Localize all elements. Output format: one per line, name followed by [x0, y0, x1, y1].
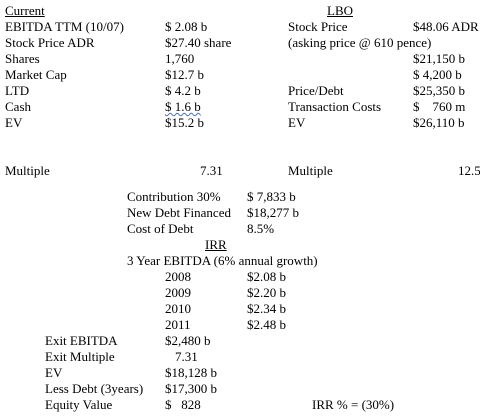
row-value: $26,110 b: [413, 115, 465, 130]
row-value: $48.06 ADR: [413, 19, 479, 34]
row-label: Cost of Debt: [127, 221, 194, 236]
row-value: $15.2 b: [165, 115, 204, 130]
row-value: $2.48 b: [247, 317, 286, 332]
row-label: Multiple: [288, 163, 333, 178]
section-heading: LBO: [327, 3, 353, 18]
row-label: Market Cap: [5, 67, 67, 82]
row-label: Cash: [5, 99, 31, 114]
row-label: EBITDA TTM (10/07): [5, 19, 124, 34]
row-value: $ 4,200 b: [413, 67, 462, 82]
year-label: 2011: [165, 317, 191, 332]
row-label: New Debt Financed: [127, 205, 231, 220]
row-label: EV: [288, 115, 306, 130]
row-value: $ 4.2 b: [165, 83, 201, 98]
irr-result: IRR % = (30%): [312, 397, 395, 412]
row-label: Multiple: [5, 163, 50, 178]
row-value: 12.5: [458, 163, 480, 178]
section-subheading: 3 Year EBITDA (6% annual growth): [127, 253, 318, 268]
row-value: $25,350 b: [413, 83, 465, 98]
year-label: 2009: [165, 285, 191, 300]
row-label: Equity Value: [45, 397, 113, 412]
row-label: LTD: [5, 83, 30, 98]
row-value: $ 760 m: [413, 99, 466, 114]
row-label: EV: [5, 115, 23, 130]
row-label: Price/Debt: [288, 83, 344, 98]
year-label: 2008: [165, 269, 191, 284]
row-value: $2,480 b: [165, 333, 211, 348]
year-label: 2010: [165, 301, 191, 316]
row-value: 1,760: [165, 51, 195, 66]
row-value: $12.7 b: [165, 67, 204, 82]
row-label: Shares: [5, 51, 40, 66]
row-value: $18,128 b: [165, 365, 217, 380]
row-label: Transaction Costs: [288, 99, 382, 114]
row-value: $ 828: [165, 397, 201, 412]
row-value: $2.20 b: [247, 285, 286, 300]
section-heading: IRR: [205, 237, 227, 252]
row-value: $2.08 b: [247, 269, 286, 284]
row-value: 7.31: [175, 349, 198, 364]
row-value: 7.31: [200, 163, 223, 178]
row-label: Stock Price ADR: [5, 35, 95, 50]
row-value: $17,300 b: [165, 381, 217, 396]
row-value: $ 7,833 b: [247, 189, 296, 204]
row-label: (asking price @ 610 pence): [288, 35, 432, 50]
row-label: EV: [45, 365, 63, 380]
row-value: $27.40 share: [165, 35, 232, 50]
row-label: Less Debt (3years): [45, 381, 144, 396]
row-value: $18,277 b: [247, 205, 299, 220]
section-heading: Current: [5, 3, 45, 18]
row-value: $ 2.08 b: [165, 19, 208, 34]
row-value: $2.34 b: [247, 301, 286, 316]
row-label: Exit Multiple: [45, 349, 115, 364]
row-value: $21,150 b: [413, 51, 465, 66]
row-value: $ 1.6 b: [165, 99, 201, 114]
row-value: 8.5%: [247, 221, 275, 236]
row-label: Exit EBITDA: [45, 333, 118, 348]
row-label: Contribution 30%: [127, 189, 221, 204]
row-label: Stock Price: [288, 19, 348, 34]
